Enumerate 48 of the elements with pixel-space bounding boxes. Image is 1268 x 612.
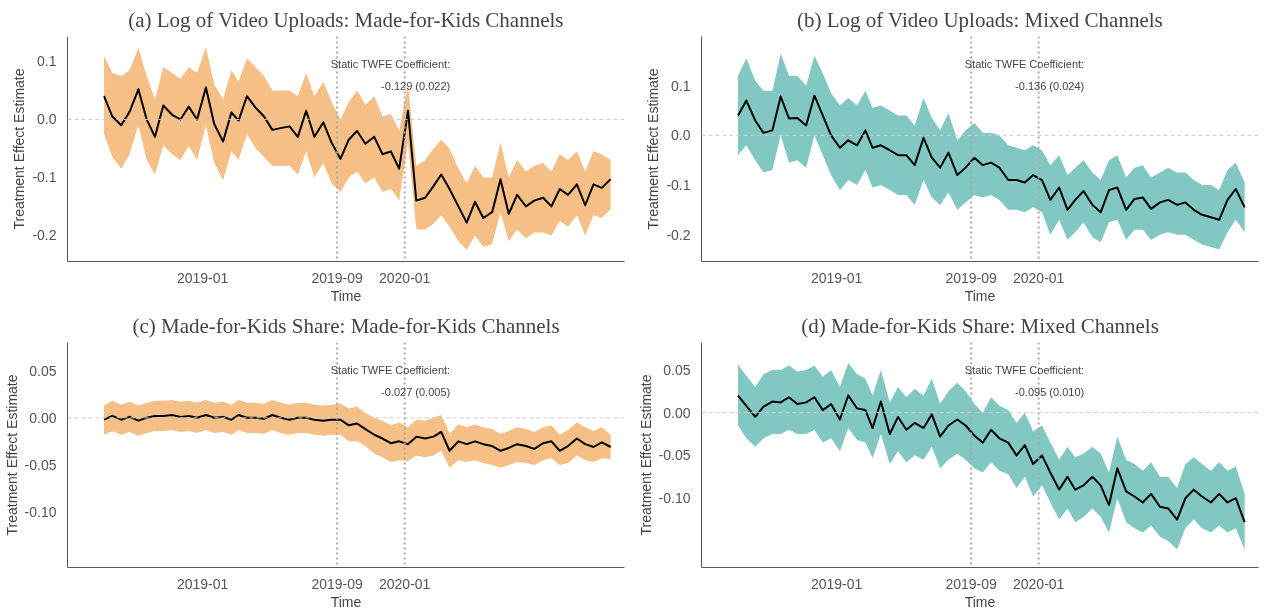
y-axis-title: Treatment Effect Estimate (3, 374, 20, 536)
annotation: Static TWFE Coefficient: (330, 57, 451, 70)
y-tick-label: 0.0 (671, 127, 691, 144)
x-tick-label: 2020-01 (379, 575, 431, 592)
x-tick-label: 2019-09 (311, 575, 364, 592)
annotation: -0.095 (0.010) (1015, 386, 1085, 398)
y-tick-label: -0.10 (658, 490, 691, 507)
x-tick-label: 2019-09 (311, 269, 364, 286)
chart-title: (c) Made-for-Kids Share: Made-for-Kids Channels (132, 313, 560, 338)
x-tick-label: 2020-01 (379, 269, 431, 286)
y-tick-label: 0.00 (663, 404, 691, 421)
y-axis-title: Treatment Effect Estimate (11, 68, 28, 230)
y-tick-label: 0.05 (663, 361, 691, 378)
y-tick-label: 0.05 (29, 362, 57, 379)
x-tick-label: 2019-09 (945, 575, 998, 592)
y-tick-label: 0.1 (671, 77, 691, 94)
x-tick-label: 2019-09 (945, 269, 998, 286)
y-tick-label: -0.1 (32, 169, 57, 186)
y-axis-title: Treatment Effect Estimate (645, 68, 662, 230)
y-tick-label: -0.2 (32, 227, 57, 244)
y-tick-label: 0.1 (37, 53, 57, 70)
y-axis-title: Treatment Effect Estimate (637, 374, 654, 536)
x-axis-title: Time (330, 593, 362, 610)
y-tick-label: 0.00 (29, 409, 57, 426)
y-tick-label: -0.05 (658, 447, 691, 464)
annotation: Static TWFE Coefficient: (964, 363, 1085, 376)
y-tick-label: -0.1 (666, 177, 691, 194)
annotation: -0.129 (0.022) (381, 80, 451, 92)
x-axis-title: Time (964, 287, 996, 304)
chart-title: (b) Log of Video Uploads: Mixed Channels (796, 7, 1163, 32)
x-tick-label: 2019-01 (810, 269, 863, 286)
annotation: -0.136 (0.024) (1015, 80, 1085, 92)
y-tick-label: 0.0 (37, 111, 57, 128)
chart-title: (a) Log of Video Uploads: Made-for-Kids Channels (128, 7, 564, 32)
y-tick-label: -0.2 (666, 226, 691, 243)
chart-title: (d) Made-for-Kids Share: Mixed Channels (801, 313, 1159, 338)
x-axis-title: Time (964, 593, 996, 610)
x-axis-title: Time (330, 287, 362, 304)
x-tick-label: 2019-01 (176, 269, 229, 286)
annotation: Static TWFE Coefficient: (964, 57, 1085, 70)
x-tick-label: 2020-01 (1013, 269, 1065, 286)
x-tick-label: 2020-01 (1013, 575, 1065, 592)
annotation: Static TWFE Coefficient: (330, 363, 451, 376)
annotation: -0.027 (0.005) (381, 386, 451, 398)
y-tick-label: -0.10 (24, 503, 57, 520)
x-tick-label: 2019-01 (810, 575, 863, 592)
x-tick-label: 2019-01 (176, 575, 229, 592)
y-tick-label: -0.05 (24, 456, 57, 473)
